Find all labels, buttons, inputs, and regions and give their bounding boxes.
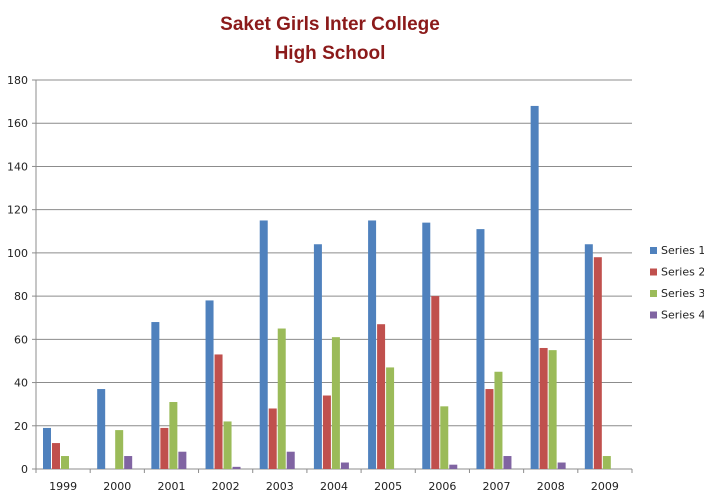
bar-series-2-1999 bbox=[52, 443, 60, 469]
bar-series-3-2004 bbox=[331, 337, 340, 469]
y-tick-label: 0 bbox=[21, 463, 28, 476]
bar-series-3-2008 bbox=[548, 350, 557, 469]
legend-swatch-series-4 bbox=[650, 311, 657, 319]
x-tick-label-2003: 2003 bbox=[266, 480, 294, 493]
bar-series-1-2009 bbox=[584, 244, 593, 469]
x-tick-label-2006: 2006 bbox=[428, 480, 456, 493]
bar-series-1-1999 bbox=[43, 427, 51, 469]
chart-title-line-2: High School bbox=[274, 43, 386, 64]
bar-series-1-2004 bbox=[313, 244, 322, 469]
x-tick-label-2001: 2001 bbox=[157, 480, 185, 493]
chart-title-line-1: Saket Girls Inter College bbox=[220, 14, 440, 35]
bar-series-2-2001 bbox=[160, 427, 169, 469]
bar-series-1-2007 bbox=[476, 229, 485, 469]
y-tick-label: 140 bbox=[7, 160, 28, 173]
bar-series-1-2002 bbox=[205, 300, 214, 469]
bar-series-1-2005 bbox=[368, 220, 377, 469]
bar-series-1-2003 bbox=[259, 220, 268, 469]
y-tick-label: 20 bbox=[14, 420, 28, 433]
bar-series-3-2009 bbox=[602, 456, 611, 469]
legend-swatch-series-2 bbox=[650, 268, 657, 276]
x-tick-label-2005: 2005 bbox=[374, 480, 402, 493]
legend-swatch-series-3 bbox=[650, 290, 657, 297]
bar-series-3-2002 bbox=[223, 421, 232, 469]
bar-series-2-2003 bbox=[268, 408, 277, 469]
bar-series-4-2001 bbox=[178, 451, 187, 469]
x-tick-label-2004: 2004 bbox=[320, 480, 348, 493]
bar-series-1-2001 bbox=[151, 322, 160, 469]
legend-label-series-2: Series 2 bbox=[661, 266, 704, 279]
legend-swatch-series-1 bbox=[650, 247, 657, 254]
y-tick-label: 180 bbox=[7, 74, 28, 87]
legend-label-series-4: Series 4 bbox=[661, 309, 704, 322]
x-tick-label-2002: 2002 bbox=[212, 480, 240, 493]
bar-series-4-2000 bbox=[124, 456, 133, 469]
bar-series-2-2009 bbox=[593, 257, 602, 469]
bar-series-4-2003 bbox=[286, 451, 295, 469]
bar-series-3-2005 bbox=[386, 367, 395, 469]
bar-series-2-2004 bbox=[322, 395, 331, 469]
bar-series-4-2007 bbox=[503, 456, 512, 469]
bar-series-3-2006 bbox=[440, 406, 449, 469]
bar-series-2-2006 bbox=[431, 296, 440, 469]
bar-series-3-2000 bbox=[115, 430, 124, 469]
x-tick-label-2009: 2009 bbox=[591, 480, 619, 493]
bar-series-1-2006 bbox=[422, 222, 431, 469]
legend-label-series-3: Series 3 bbox=[661, 287, 704, 300]
bar-series-3-2007 bbox=[494, 371, 503, 469]
y-tick-label: 100 bbox=[7, 247, 28, 260]
bar-series-3-1999 bbox=[61, 456, 69, 469]
x-tick-label-2007: 2007 bbox=[483, 480, 511, 493]
y-tick-label: 60 bbox=[14, 333, 28, 346]
bar-series-4-2006 bbox=[449, 464, 458, 469]
x-tick-label-2008: 2008 bbox=[537, 480, 565, 493]
x-tick-label-1999: 1999 bbox=[49, 480, 77, 493]
bar-series-3-2003 bbox=[277, 328, 286, 469]
y-tick-label: 120 bbox=[7, 204, 28, 217]
bar-series-2-2005 bbox=[377, 324, 386, 469]
y-tick-label: 80 bbox=[14, 290, 28, 303]
bar-series-3-2001 bbox=[169, 402, 178, 469]
bar-series-2-2007 bbox=[485, 389, 494, 469]
y-tick-label: 160 bbox=[7, 117, 28, 130]
y-tick-label: 40 bbox=[14, 377, 28, 390]
bar-series-2-2008 bbox=[539, 347, 548, 469]
bar-series-1-2000 bbox=[97, 389, 106, 469]
bar-series-2-2002 bbox=[214, 354, 223, 469]
bar-series-4-2002 bbox=[232, 466, 241, 469]
bar-series-1-2008 bbox=[530, 105, 539, 469]
legend-label-series-1: Series 1 bbox=[661, 244, 704, 257]
bar-series-4-2008 bbox=[557, 462, 566, 469]
x-tick-label-2000: 2000 bbox=[103, 480, 131, 493]
bar-series-4-2004 bbox=[340, 462, 349, 469]
